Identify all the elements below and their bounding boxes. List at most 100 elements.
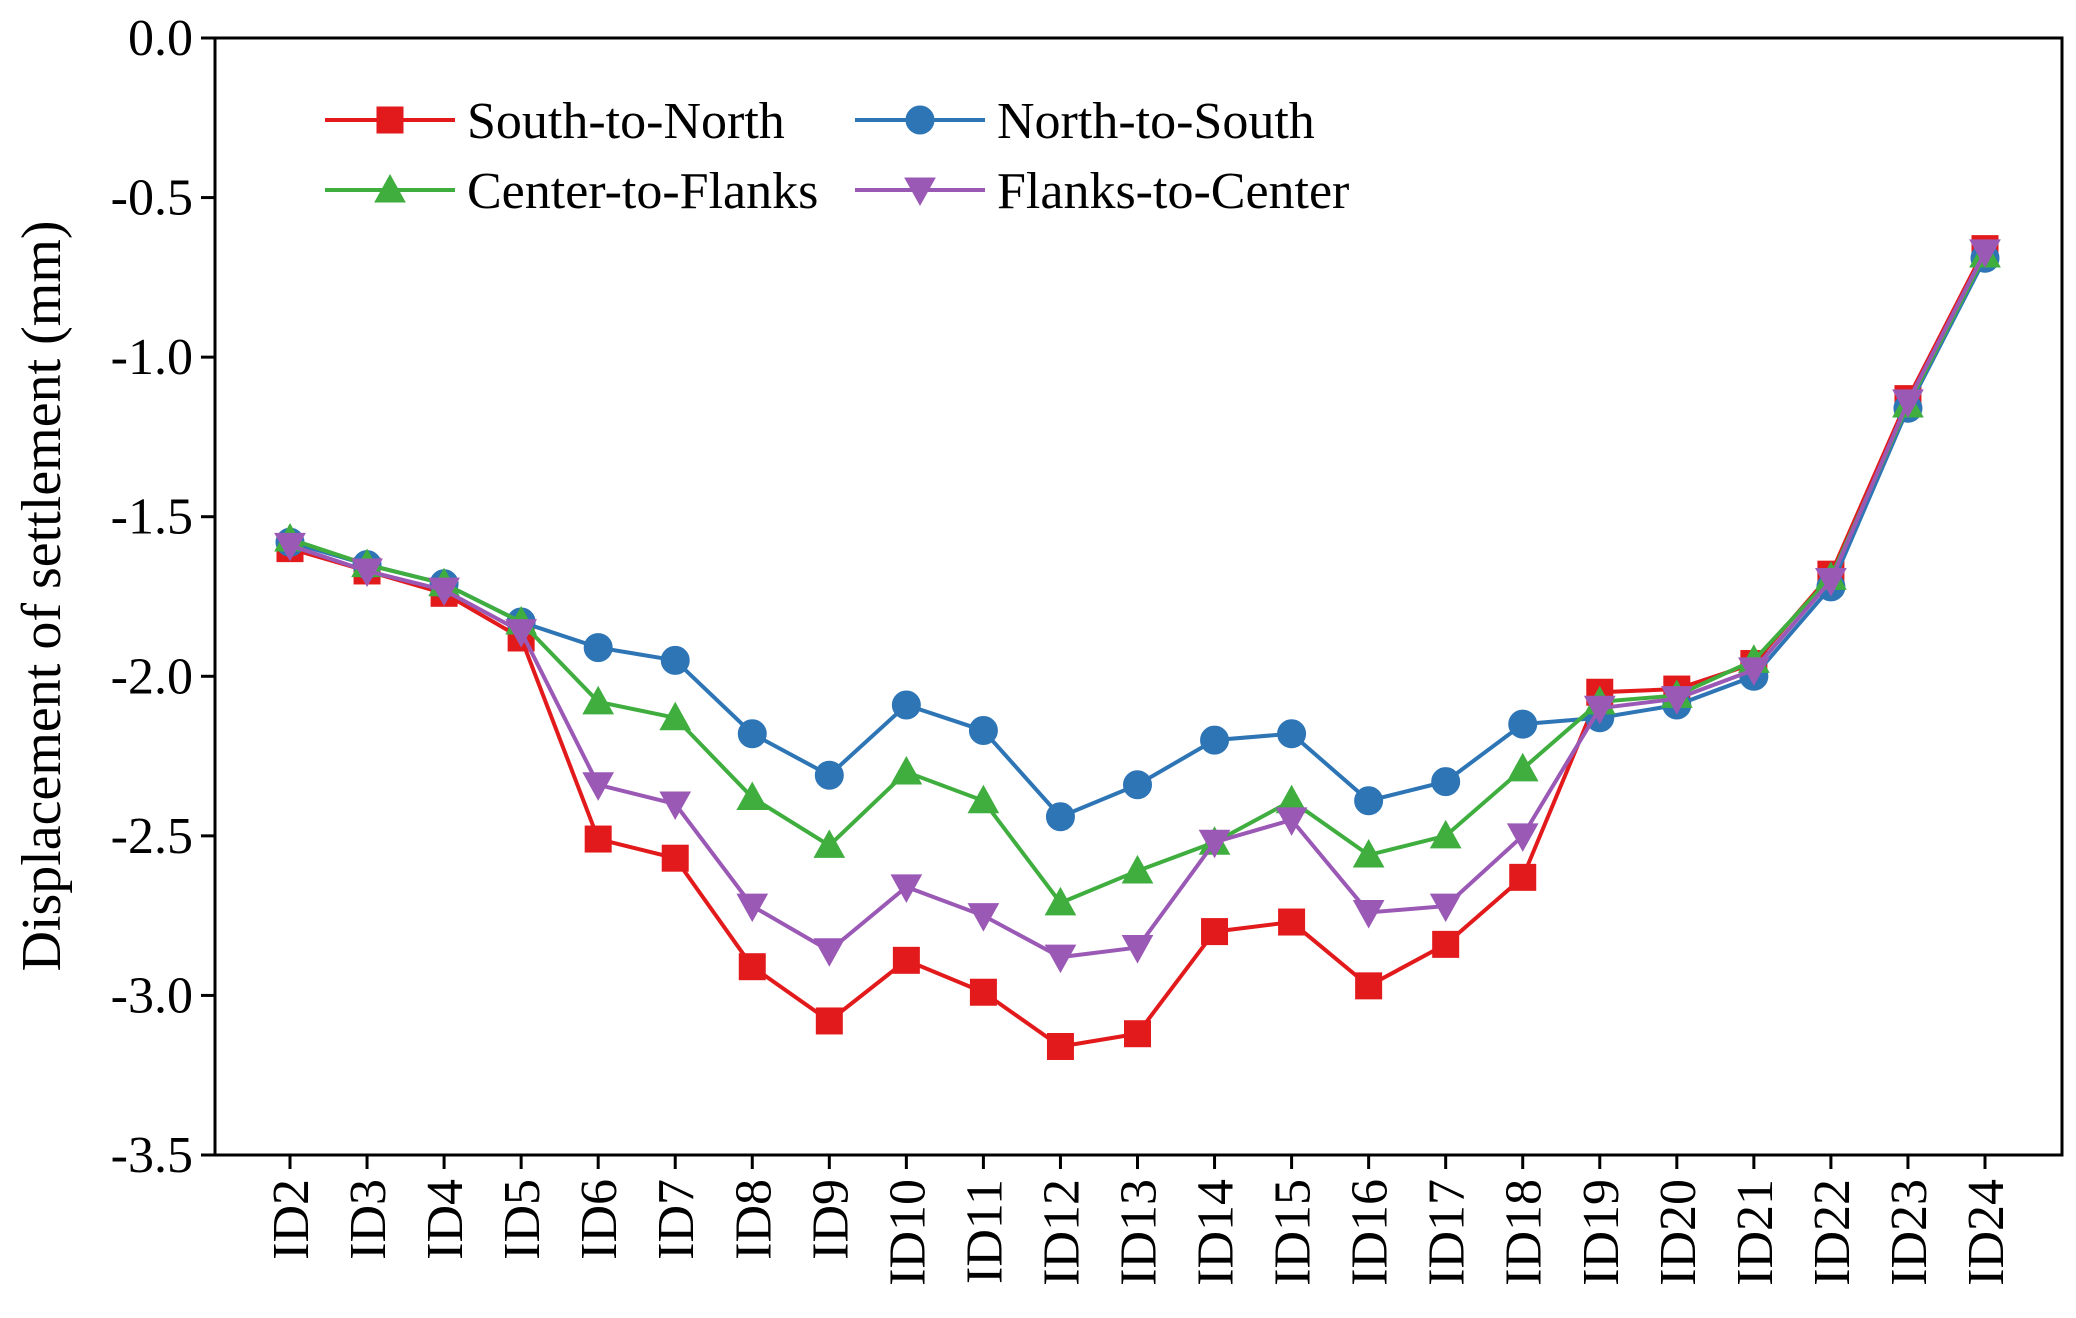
legend-label: North-to-South: [997, 93, 1315, 150]
x-tick-label: ID22: [1804, 1179, 1861, 1286]
legend-label: Center-to-Flanks: [467, 163, 818, 220]
data-point: [736, 893, 769, 923]
legend-item: Center-to-Flanks: [325, 163, 818, 220]
data-point: [738, 953, 766, 981]
data-point: [1124, 1020, 1151, 1048]
data-point: [584, 825, 612, 853]
data-point: [813, 938, 846, 967]
data-point: [1352, 899, 1385, 929]
data-point: [968, 716, 998, 746]
data-point: [736, 781, 769, 811]
legend-label: South-to-North: [467, 93, 785, 150]
data-point: [967, 784, 1000, 814]
legend-marker: [374, 173, 406, 203]
x-tick-label: ID6: [571, 1179, 628, 1260]
data-point: [582, 685, 615, 715]
x-tick-label: ID10: [879, 1179, 936, 1286]
data-point: [583, 633, 613, 663]
data-point: [1815, 568, 1847, 597]
x-tick-label: ID7: [648, 1179, 705, 1260]
x-tick-label: ID24: [1958, 1179, 2015, 1286]
data-point: [892, 946, 920, 974]
x-tick-label: ID13: [1111, 1179, 1168, 1286]
data-point: [659, 791, 692, 820]
legend-item: South-to-North: [325, 93, 785, 150]
x-tick-label: ID16: [1342, 1179, 1399, 1286]
data-point: [1355, 972, 1383, 1000]
x-tick-label: ID5: [494, 1179, 551, 1260]
data-point: [1121, 854, 1154, 884]
y-tick-label: -0.5: [111, 170, 193, 227]
x-tick-label: ID19: [1573, 1179, 1630, 1286]
x-tick-label: ID15: [1265, 1179, 1322, 1286]
data-point: [1121, 935, 1154, 964]
y-tick-label: -3.5: [111, 1127, 193, 1184]
series-flanks-to-center: [274, 239, 2001, 974]
data-point: [890, 755, 923, 785]
data-point: [1352, 838, 1385, 868]
data-point: [659, 701, 692, 731]
data-point: [813, 829, 846, 858]
plot-area: [213, 36, 2064, 1157]
x-tick-label: ID9: [802, 1179, 859, 1260]
x-tick-label: ID21: [1727, 1179, 1784, 1286]
data-point: [1045, 802, 1075, 832]
legend-marker: [376, 106, 404, 134]
data-point: [1354, 786, 1384, 816]
data-point: [1201, 918, 1229, 946]
x-tick-label: ID18: [1496, 1179, 1553, 1286]
legend: South-to-North North-to-South Center-to-Fl…: [325, 93, 1349, 220]
data-point: [1429, 893, 1462, 923]
data-point: [967, 903, 1000, 932]
data-point: [1200, 725, 1230, 755]
legend-item: North-to-South: [855, 93, 1315, 150]
x-tick-label: ID23: [1881, 1179, 1938, 1286]
data-point: [1509, 863, 1537, 891]
data-point: [351, 558, 383, 587]
y-axis: 0.0 -0.5 -1.0 -1.5 -2.0 -2.5 -3.0 -3.5: [111, 10, 215, 1184]
data-point: [1198, 829, 1231, 859]
x-tick-label: ID2: [263, 1179, 320, 1260]
data-point: [1044, 944, 1077, 974]
data-point: [582, 772, 615, 801]
data-point: [1277, 719, 1307, 749]
data-point: [1044, 886, 1077, 916]
x-tick-label: ID17: [1419, 1179, 1476, 1286]
data-point: [661, 844, 689, 872]
legend-label: Flanks-to-Center: [997, 163, 1349, 220]
data-point: [660, 645, 690, 675]
data-point: [737, 719, 767, 749]
y-tick-label: -3.0: [111, 967, 193, 1024]
legend-item: Flanks-to-Center: [855, 163, 1349, 220]
y-tick-label: 0.0: [128, 10, 193, 67]
x-tick-label: ID4: [417, 1179, 474, 1260]
data-point: [274, 532, 306, 562]
y-tick-label: -2.5: [111, 808, 193, 865]
series-layer: [274, 235, 2001, 1060]
data-point: [814, 760, 844, 790]
data-point: [1123, 770, 1152, 800]
data-point: [1583, 695, 1616, 725]
data-point: [428, 577, 460, 607]
data-point: [1432, 930, 1460, 958]
data-point: [1892, 389, 1924, 418]
legend-marker: [904, 177, 936, 207]
y-tick-label: -1.5: [111, 489, 193, 546]
data-point: [1660, 686, 1693, 715]
data-point: [1508, 709, 1538, 739]
x-tick-label: ID3: [340, 1179, 397, 1260]
x-tick-label: ID14: [1188, 1179, 1245, 1286]
data-point: [815, 1007, 843, 1035]
data-point: [1275, 807, 1308, 836]
x-tick-label: ID12: [1033, 1179, 1090, 1286]
data-point: [1969, 239, 2001, 268]
data-point: [1429, 819, 1462, 849]
data-point: [505, 619, 537, 648]
x-tick-label: ID20: [1650, 1179, 1707, 1286]
data-point: [1278, 908, 1306, 936]
data-point: [1506, 752, 1539, 782]
x-axis: ID2 ID3 ID4 ID5 ID6 ID7 ID8 ID9 ID10 ID11 ID12 ID13…: [263, 1155, 2015, 1286]
data-point: [891, 690, 921, 720]
data-point: [1506, 823, 1539, 852]
data-point: [969, 978, 997, 1006]
